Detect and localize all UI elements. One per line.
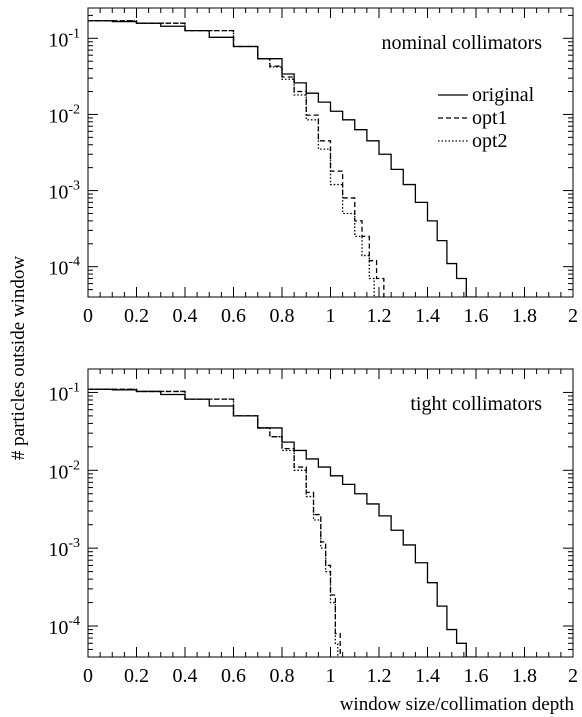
- x-tick-label: 1.8: [512, 665, 537, 687]
- y-tick-label: 10-1: [48, 380, 80, 405]
- x-tick-label: 2: [568, 305, 578, 327]
- y-tick-label: 10-4: [48, 255, 80, 280]
- x-tick-label: 0.4: [173, 305, 198, 327]
- chart-panel-2: 0 0.2 0.4 0.6 0.8 1 1.2 1.4 1.6 1.8 2 10-1 10-2 10-3 1…: [48, 368, 578, 687]
- y-tick-label: 10-3: [48, 179, 80, 204]
- y-tick-label: 10-2: [48, 458, 80, 483]
- x-tick-label: 1: [326, 665, 336, 687]
- series-opt2: [88, 388, 339, 657]
- x-tick-label: 0.6: [221, 665, 246, 687]
- x-tick-label: 1.2: [367, 665, 392, 687]
- series-opt1: [88, 388, 341, 657]
- x-tick-label: 1.6: [464, 305, 489, 327]
- chart-panel-1: 0 0.2 0.4 0.6 0.8 1 1.2 1.4 1.6 1.8 2 10-1 10-2 10-3 1…: [48, 7, 578, 327]
- y-tick-label: 10-3: [48, 536, 80, 561]
- y-tick-label: 10-4: [48, 614, 80, 639]
- x-tick-label: 0.4: [173, 665, 198, 687]
- y-tick-label: 10-2: [48, 102, 80, 127]
- x-tick-label: 1.8: [512, 305, 537, 327]
- x-tick-label: 0: [83, 305, 93, 327]
- x-axis-label: window size/collimation depth: [340, 694, 575, 715]
- panel-title: nominal collimators: [381, 32, 542, 54]
- x-tick-label: 1.6: [464, 665, 489, 687]
- x-tick-label: 1.4: [415, 305, 440, 327]
- series-original: [88, 20, 476, 297]
- legend-label-opt2: opt2: [472, 130, 508, 152]
- series-opt2: [88, 20, 379, 297]
- y-axis-label: # particles outside window: [8, 256, 29, 460]
- series-original: [88, 388, 476, 657]
- legend-label-opt1: opt1: [472, 107, 508, 129]
- y-tick-label: 10-1: [48, 26, 80, 51]
- x-tick-label: 0.8: [270, 305, 295, 327]
- x-tick-label: 1.2: [367, 305, 392, 327]
- panel-title: tight collimators: [410, 393, 542, 415]
- series-opt1: [88, 20, 387, 297]
- x-tick-label: 2: [568, 665, 578, 687]
- x-tick-label: 1.4: [415, 665, 440, 687]
- x-tick-label: 0.6: [221, 305, 246, 327]
- legend-label-original: original: [472, 84, 535, 106]
- x-tick-label: 0.8: [270, 665, 295, 687]
- x-tick-label: 0.2: [124, 305, 149, 327]
- x-tick-label: 0: [83, 665, 93, 687]
- x-tick-label: 1: [326, 305, 336, 327]
- x-tick-label: 0.2: [124, 665, 149, 687]
